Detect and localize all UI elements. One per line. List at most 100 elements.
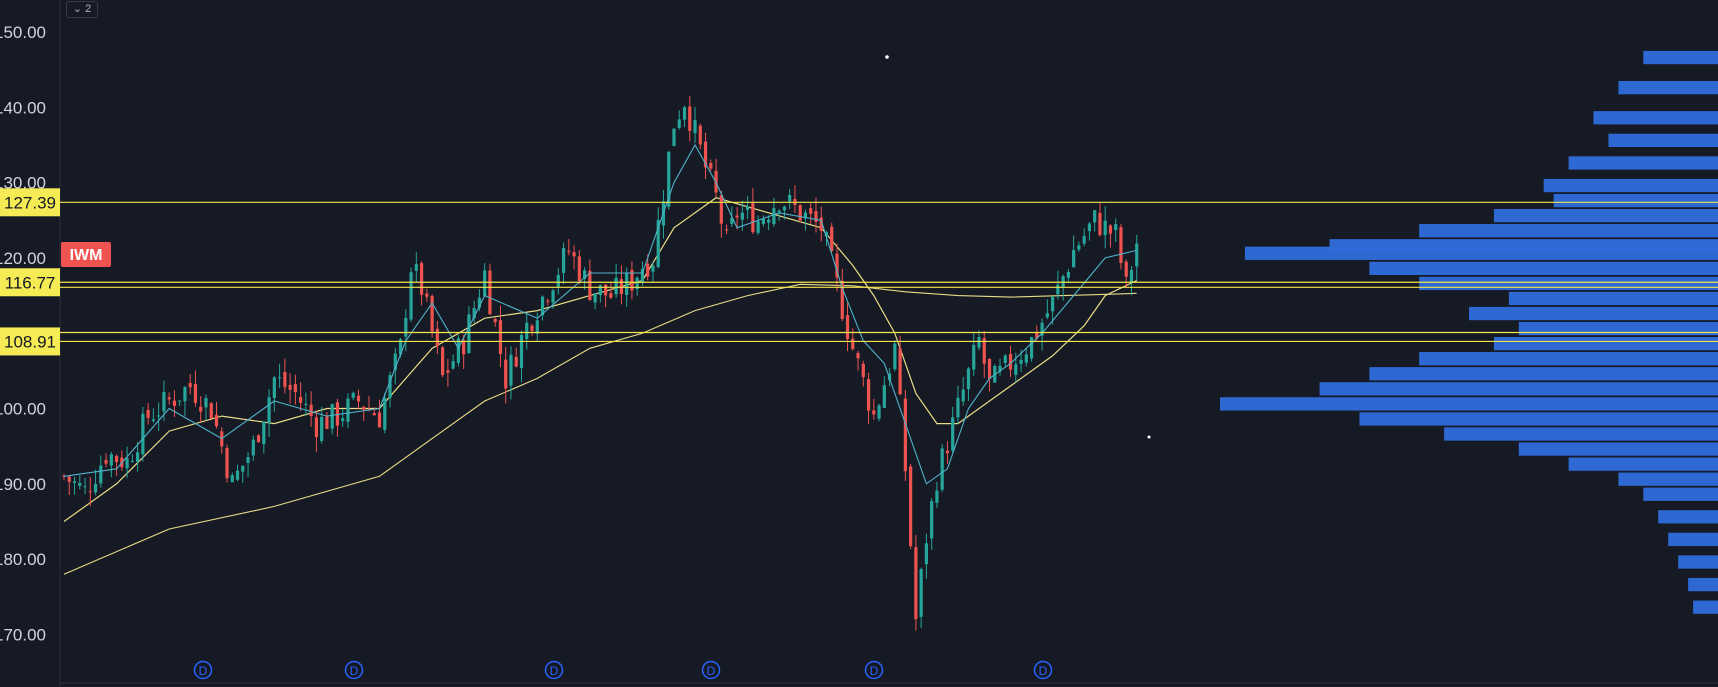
volume-profile-bar [1693, 600, 1718, 614]
moving-average-long [63, 283, 1137, 575]
dividend-marker-circle [344, 660, 364, 680]
price-tick-label: 180.00 [0, 550, 46, 569]
candle-body [1008, 354, 1013, 370]
candle-body [977, 337, 981, 348]
candle-body [1129, 270, 1134, 283]
candle-body [1003, 355, 1007, 363]
candle-body [682, 107, 687, 120]
price-tick-label: 120.00 [0, 249, 46, 268]
candle-body [845, 315, 850, 340]
volume-profile-bar [1618, 81, 1718, 95]
candle-body [351, 392, 355, 398]
volume-profile-bar [1493, 209, 1718, 223]
candle-body [577, 256, 581, 282]
symbol-badge-text: IWM [70, 247, 103, 264]
moving-average-fast [63, 143, 1137, 485]
candle-body [99, 465, 103, 484]
candle-body [1103, 220, 1107, 236]
dividend-marker-label: D [707, 664, 716, 678]
candle-body [193, 383, 198, 403]
candle-body [625, 273, 629, 296]
candle-body [1087, 223, 1092, 232]
ma-fast-line [63, 143, 1137, 485]
candle-body [840, 280, 844, 320]
candle-body [1014, 364, 1018, 375]
candle-body [656, 220, 660, 267]
candle-body [961, 389, 965, 402]
candle-body [304, 403, 308, 405]
candle-body [698, 125, 702, 145]
candle-body [1019, 359, 1023, 364]
candle-body [314, 417, 319, 438]
candle-body [78, 482, 82, 486]
volume-profile-bar [1543, 178, 1718, 193]
candle-body [151, 419, 155, 421]
candle-body [235, 470, 240, 480]
volume-profile-bar [1369, 261, 1718, 275]
candle-body [409, 272, 413, 320]
candle-body [940, 448, 944, 490]
candle-body [1066, 271, 1070, 278]
volume-profile-bar [1518, 442, 1718, 456]
volume-profile-bar [1419, 276, 1718, 291]
volume-profile-bar [1593, 111, 1718, 125]
price-tick-label: 100.00 [0, 400, 46, 419]
candle-body [104, 460, 108, 464]
volume-profile-bar [1618, 472, 1718, 486]
candle-body [498, 320, 503, 355]
candle-body [630, 269, 634, 291]
candle-body [1082, 236, 1086, 244]
level-labels: 127.39 116.77 108.91 [0, 188, 60, 356]
candle-body [604, 284, 608, 296]
dividend-marker-circle [1033, 660, 1053, 680]
candle-body [893, 343, 897, 370]
candle-body [430, 295, 434, 332]
candle-body [1135, 243, 1139, 267]
candle-body [341, 418, 345, 421]
candle-body [362, 406, 366, 410]
candle-body [930, 501, 934, 539]
candle-body [945, 450, 950, 454]
candle-body [356, 395, 361, 402]
dividend-marker-label: D [1039, 664, 1048, 678]
candle-body [467, 314, 471, 353]
candle-body [335, 402, 340, 426]
indicators-collapse-button[interactable]: ⌄ 2 [66, 1, 98, 18]
symbol-badge: IWM [61, 242, 111, 267]
candle-body [136, 452, 140, 462]
candle-body [262, 421, 266, 445]
candle-body [288, 384, 292, 390]
candle-body [1093, 210, 1097, 223]
candle-body [93, 483, 98, 493]
candle-body [635, 277, 639, 289]
level-label-bg [0, 188, 60, 217]
candle-body [1051, 296, 1055, 312]
candle-body [377, 412, 382, 428]
candle-body [1029, 337, 1034, 359]
dividend-marker-circle [701, 660, 721, 680]
volume-profile-bar [1419, 352, 1718, 366]
dividend-marker-label: D [350, 664, 359, 678]
candle-body [898, 348, 902, 395]
dividend-marker-circle [864, 660, 884, 680]
candle-body [388, 375, 392, 399]
candle-body [851, 338, 855, 350]
candle-body [519, 334, 524, 368]
candle-body [451, 361, 455, 369]
volume-profile-bar [1688, 577, 1718, 592]
candle-body [483, 270, 487, 296]
candle-body [1114, 224, 1118, 231]
candle-body [172, 400, 177, 406]
candle-body [72, 481, 77, 483]
candle-body [441, 347, 445, 376]
candle-body [330, 404, 334, 429]
candle-body [530, 325, 534, 331]
candle-body [251, 439, 255, 456]
candle-body [504, 359, 508, 389]
candle-body [914, 547, 918, 620]
candle-body [951, 417, 955, 451]
candle-body [209, 403, 213, 419]
candle-body [730, 217, 734, 224]
candle-body [1119, 227, 1123, 263]
